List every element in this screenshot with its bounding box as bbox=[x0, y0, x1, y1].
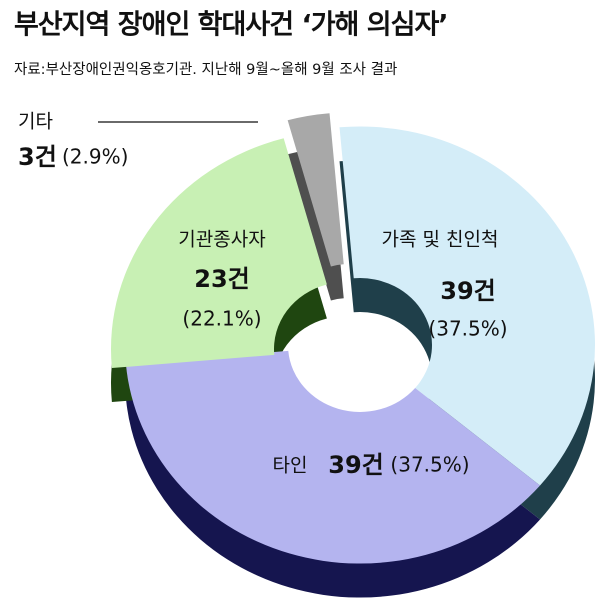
category-label: 기관종사자 bbox=[178, 229, 265, 251]
category-label: 타인 bbox=[273, 455, 308, 477]
value-label: 39건 bbox=[440, 277, 495, 305]
percentage-label: (37.5%) bbox=[428, 317, 507, 341]
value-label: 23건 bbox=[194, 265, 249, 293]
chart-subtitle: 자료:부산장애인권익옹호기관. 지난해 9월~올해 9월 조사 결과 bbox=[14, 61, 397, 78]
chart-title: 부산지역 장애인 학대사건 ‘가해 의심자’ bbox=[14, 10, 448, 41]
percentage-label: (22.1%) bbox=[182, 307, 261, 331]
percentage-label: (37.5%) bbox=[390, 453, 469, 477]
slice bbox=[287, 113, 344, 267]
value-label: 3건 bbox=[18, 143, 57, 171]
slice bbox=[339, 126, 595, 486]
value-label: 39건 bbox=[328, 451, 383, 479]
category-label: 기타 bbox=[18, 111, 53, 133]
category-label: 가족 및 친인척 bbox=[382, 229, 499, 251]
percentage-label: (2.9%) bbox=[62, 145, 128, 169]
slice bbox=[125, 350, 541, 564]
slice bbox=[110, 138, 327, 369]
donut-tops bbox=[110, 113, 595, 564]
